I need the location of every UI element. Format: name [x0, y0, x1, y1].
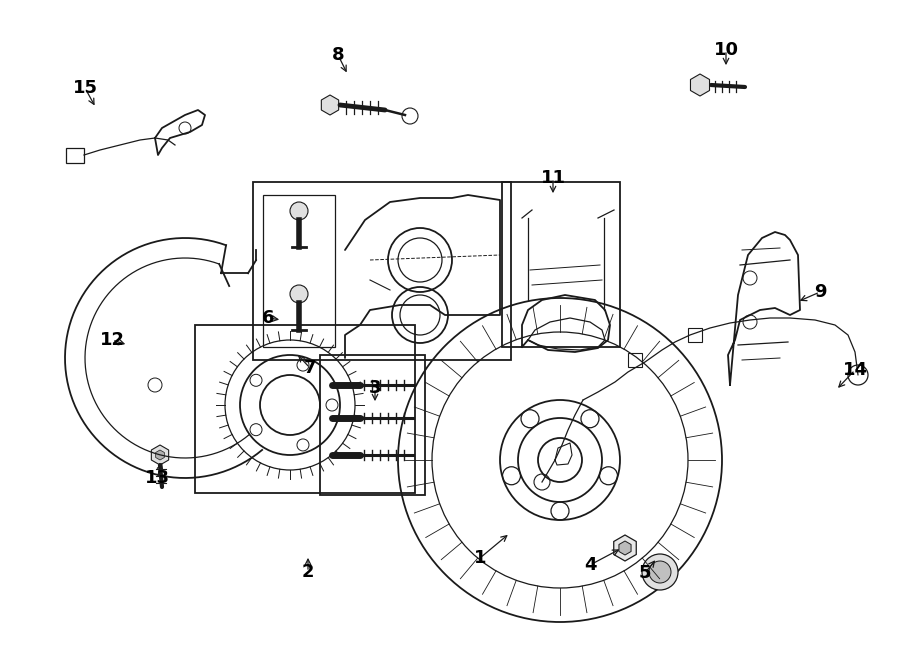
Bar	[320, 355, 425, 495]
Text: 12: 12	[100, 331, 124, 349]
Text: 10: 10	[714, 41, 739, 59]
Bar	[502, 182, 620, 347]
Polygon shape	[690, 74, 709, 96]
Text: 7: 7	[304, 359, 316, 377]
Text: 8: 8	[332, 46, 345, 64]
Circle shape	[649, 561, 671, 583]
Polygon shape	[321, 95, 338, 115]
Polygon shape	[619, 541, 631, 555]
Text: 9: 9	[814, 283, 826, 301]
Bar	[66, 148, 84, 163]
Bar	[263, 195, 335, 347]
Text: 5: 5	[639, 564, 652, 582]
Circle shape	[290, 202, 308, 220]
Text: 2: 2	[302, 563, 314, 581]
Text: 6: 6	[262, 309, 274, 327]
Text: 3: 3	[369, 379, 382, 397]
Circle shape	[642, 554, 678, 590]
Bar	[195, 325, 415, 493]
Polygon shape	[156, 450, 165, 460]
Bar	[688, 328, 702, 342]
Text: 13: 13	[145, 469, 169, 487]
Text: 11: 11	[541, 169, 565, 187]
Polygon shape	[151, 445, 168, 465]
Polygon shape	[614, 535, 636, 561]
Bar	[253, 182, 511, 360]
Circle shape	[290, 285, 308, 303]
Text: 1: 1	[473, 549, 486, 567]
Text: 4: 4	[584, 556, 596, 574]
Bar	[628, 353, 642, 367]
Text: 14: 14	[842, 361, 868, 379]
Text: 15: 15	[73, 79, 97, 97]
